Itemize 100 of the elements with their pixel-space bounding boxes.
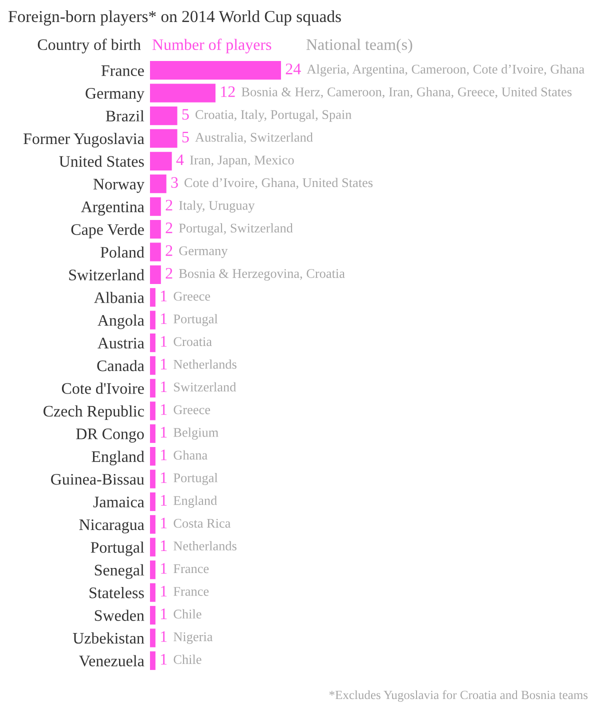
- annotation: Croatia, Italy, Portugal, Spain: [196, 110, 352, 122]
- annotation: Netherlands: [174, 360, 236, 369]
- bar: [150, 152, 172, 170]
- y-tick-label: Switzerland: [69, 269, 144, 280]
- y-tick-label: Argentina: [81, 202, 144, 216]
- bar: [150, 515, 156, 534]
- y-tick-label: Brazil: [106, 110, 144, 122]
- annotation: Portugal: [174, 314, 218, 326]
- annotation: France: [174, 564, 209, 574]
- bar: [150, 265, 161, 284]
- data-label: 1: [161, 563, 167, 574]
- data-label: 1: [161, 540, 167, 551]
- annotation: Nigeria: [174, 632, 213, 644]
- bar: [150, 492, 156, 512]
- y-tick-label: England: [92, 450, 144, 466]
- bar: [150, 129, 178, 148]
- data-label: 1: [161, 608, 167, 620]
- bar: [150, 538, 156, 556]
- y-tick-label: Senegal: [94, 564, 144, 579]
- y-tick-label: Former Yugoslavia: [24, 132, 144, 148]
- y-tick-label: Stateless: [90, 586, 144, 598]
- bar: [150, 402, 156, 420]
- data-label: 1: [161, 336, 167, 347]
- annotation: France: [174, 587, 209, 596]
- text: Country of birth: [38, 38, 141, 54]
- y-tick-label: Cote d'Ivoire: [62, 382, 144, 394]
- y-tick-label: Poland: [100, 246, 144, 258]
- annotation: Portugal, Switzerland: [179, 223, 293, 236]
- y-tick-label: United States: [59, 156, 144, 167]
- y-tick-label: Norway: [93, 178, 144, 193]
- data-label: 1: [161, 313, 167, 324]
- annotation: Portugal: [174, 473, 218, 486]
- y-tick-label: Venezuela: [79, 655, 144, 666]
- bar: [150, 447, 156, 466]
- annotation: Ghana: [174, 450, 208, 460]
- annotation: Netherlands: [174, 541, 236, 550]
- annotation: Bosnia & Herz, Cameroon, Iran, Ghana, Greece, United States: [242, 87, 572, 98]
- annotation: Germany: [179, 246, 228, 258]
- bar: [150, 560, 156, 580]
- y-tick-label: France: [101, 65, 144, 76]
- y-tick-label: Canada: [97, 360, 144, 372]
- bar: [150, 288, 156, 307]
- bar: [150, 651, 156, 670]
- bar: [150, 470, 156, 488]
- y-tick-label: Czech Republic: [44, 405, 144, 420]
- data-label: 1: [161, 290, 167, 302]
- text: National team(s): [306, 38, 412, 54]
- annotation: Croatia: [174, 337, 212, 346]
- bar: [150, 424, 156, 443]
- annotation: Cote d’Ivoire, Ghana, United States: [184, 178, 373, 190]
- annotation: Switzerland: [174, 382, 236, 392]
- y-tick-label: Portugal: [90, 542, 144, 556]
- data-label: 2: [166, 245, 172, 256]
- data-label: 3: [171, 177, 178, 188]
- data-label: 1: [161, 495, 167, 506]
- data-label: 1: [161, 358, 167, 370]
- data-label: 1: [161, 586, 167, 596]
- annotation: Greece: [174, 292, 210, 301]
- bar: [150, 174, 166, 194]
- y-tick-label: Guinea-Bissau: [51, 474, 144, 485]
- data-label: 1: [161, 450, 167, 460]
- annotation: Italy, Uruguay: [179, 200, 255, 213]
- bar: [150, 61, 281, 80]
- data-label: 1: [161, 426, 167, 438]
- y-tick-label: Cape Verde: [71, 224, 144, 238]
- bar: [150, 356, 156, 375]
- bar: [150, 628, 156, 648]
- annotation: Chile: [174, 609, 202, 619]
- bar: [150, 106, 178, 126]
- data-label: 2: [166, 200, 172, 210]
- data-label: 1: [161, 631, 167, 642]
- data-label: 1: [161, 404, 167, 415]
- y-tick-label: Sweden: [94, 610, 144, 621]
- data-label: 5: [182, 132, 189, 142]
- annotation: Greece: [174, 405, 210, 414]
- annotation: Bosnia & Herzegovina, Croatia: [179, 269, 345, 281]
- text: Number of players: [152, 38, 272, 54]
- data-label: 1: [161, 654, 167, 664]
- y-tick-label: Germany: [86, 88, 144, 102]
- chart-title: Foreign-born players* on 2014 World Cup squads: [8, 10, 341, 26]
- annotation: Iran, Japan, Mexico: [190, 156, 294, 168]
- bar: [150, 378, 156, 398]
- data-label: 5: [182, 109, 189, 120]
- bar: [150, 242, 161, 262]
- y-tick-label: Albania: [94, 292, 144, 304]
- y-tick-label: Uzbekistan: [72, 632, 144, 644]
- data-label: 1: [161, 382, 167, 392]
- bar: [150, 333, 156, 352]
- data-label: 4: [176, 154, 184, 166]
- y-tick-label: Nicaragua: [79, 519, 144, 534]
- y-tick-label: Angola: [98, 314, 144, 330]
- data-label: 1: [161, 518, 167, 528]
- bar: [150, 197, 161, 216]
- bar: [150, 310, 156, 330]
- y-tick-label: Austria: [98, 338, 144, 348]
- data-label: 1: [161, 472, 167, 483]
- annotation: Belgium: [174, 428, 218, 440]
- annotation: England: [174, 496, 217, 508]
- annotation: Australia, Switzerland: [195, 132, 313, 144]
- y-tick-label: Jamaica: [93, 496, 144, 508]
